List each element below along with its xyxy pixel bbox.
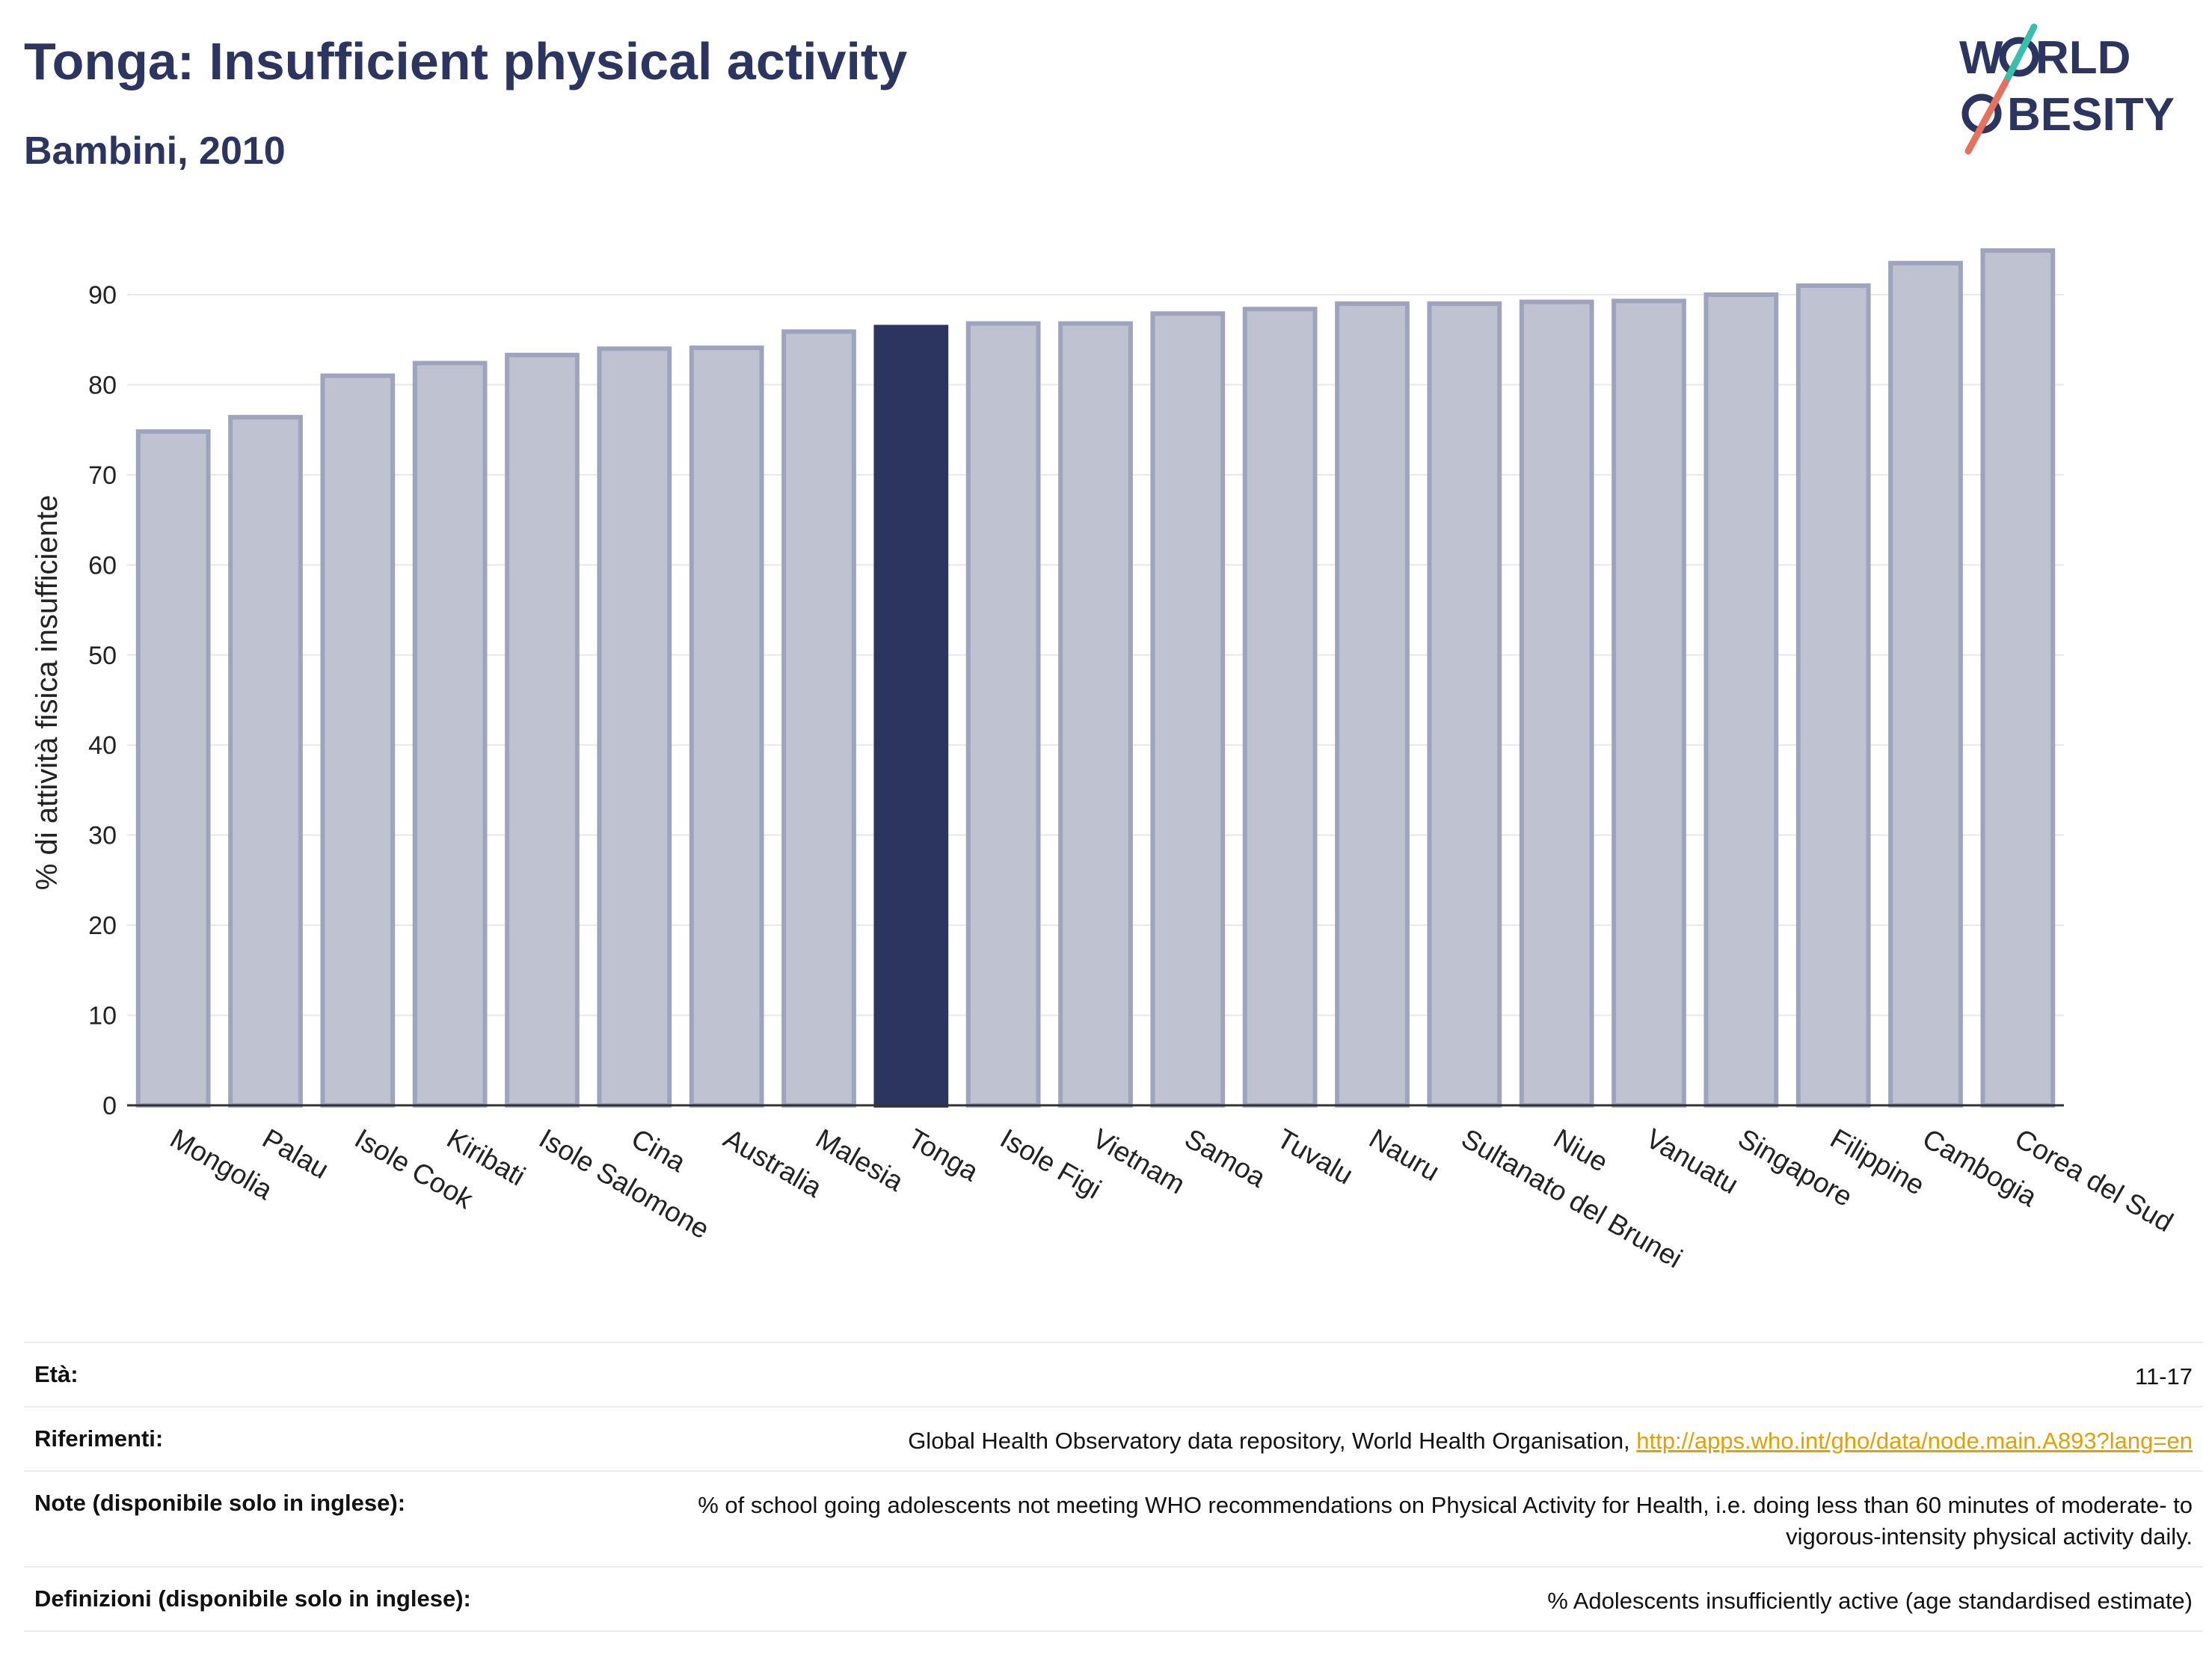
logo-text-rld: RLD [2036, 32, 2130, 84]
bar-malesia [781, 329, 856, 1108]
y-tick-label: 30 [88, 822, 117, 850]
y-tick-labels: 0 10 20 30 40 50 60 70 80 90 [88, 281, 117, 1120]
bars [135, 248, 2056, 1108]
bar-mongolia [135, 429, 211, 1108]
x-tick-label: Nauru [1364, 1123, 1445, 1187]
meta-label-age: Età: [34, 1361, 79, 1387]
meta-label-definitions: Definizioni (disponibile solo in inglese… [34, 1585, 471, 1612]
y-tick-label: 20 [88, 912, 117, 940]
reference-text: Global Health Observatory data repositor… [908, 1428, 1637, 1454]
logo-text-w: W [1959, 32, 2003, 84]
y-tick-label: 90 [88, 281, 117, 310]
bar-palau [228, 414, 303, 1108]
bar-corea-del-sud [1980, 248, 2056, 1108]
y-tick-label: 0 [102, 1092, 117, 1120]
bar-vanuatu [1612, 298, 1686, 1108]
meta-label-references: Riferimenti: [34, 1425, 164, 1452]
x-tick-label: Isole Salomone [534, 1123, 714, 1244]
x-tick-label: Isole Figi [995, 1123, 1107, 1205]
bar-isole-figi [965, 321, 1041, 1108]
meta-row-definitions: Definizioni (disponibile solo in inglese… [24, 1566, 2203, 1632]
chart-title: Tonga: Insufficient physical activity [24, 32, 908, 90]
meta-value-references: Global Health Observatory data repositor… [908, 1425, 2193, 1457]
bar-tuvalu [1242, 307, 1318, 1108]
x-tick-label: Vietnam [1087, 1123, 1190, 1200]
x-tick-label: Cina [626, 1123, 691, 1178]
bar-samoa [1150, 311, 1226, 1108]
bar-cina [597, 346, 672, 1108]
meta-value-notes: % of school going adolescents not meetin… [698, 1492, 2193, 1550]
logo-slash-bottom [1964, 79, 2009, 155]
x-tick-label: Tuvalu [1272, 1123, 1358, 1190]
meta-value-age: 11-17 [2135, 1363, 2193, 1390]
x-tick-label: Mongolia [165, 1123, 278, 1206]
y-axis-label: % di attività fisica insufficiente [31, 495, 64, 890]
x-tick-label: Samoa [1179, 1123, 1271, 1193]
bar-cambogia [1888, 260, 1963, 1108]
logo-text-besity: BESITY [2007, 89, 2175, 141]
logo-slash-top [2002, 23, 2038, 86]
logo-o-top [1999, 37, 2039, 77]
meta-row-notes: Note (disponibile solo in inglese): % of… [24, 1470, 2203, 1566]
y-tick-label: 60 [88, 551, 117, 580]
meta-row-references: Riferimenti: Global Health Observatory d… [24, 1406, 2203, 1470]
meta-value-definitions: % Adolescents insufficiently active (age… [1547, 1588, 2193, 1614]
bar-sultanato-del-brunei [1427, 301, 1502, 1108]
x-tick-label: Corea del Sud [2009, 1123, 2178, 1238]
meta-label-notes: Note (disponibile solo in inglese): [34, 1490, 406, 1516]
bar-filippine [1795, 283, 1871, 1108]
world-obesity-logo: W RLD BESITY [1959, 23, 2175, 155]
x-tick-label: Tonga [903, 1123, 983, 1187]
y-tick-label: 80 [88, 371, 117, 399]
y-tick-label: 50 [88, 642, 117, 670]
bar-tonga [873, 325, 949, 1108]
bar-kiribati [412, 360, 488, 1108]
bar-nauru [1335, 301, 1410, 1108]
bar-vietnam [1058, 321, 1133, 1108]
chart-subtitle: Bambini, 2010 [24, 129, 286, 173]
bar-singapore [1703, 292, 1779, 1108]
y-tick-label: 70 [88, 461, 117, 490]
y-tick-label: 10 [88, 1002, 117, 1031]
bar-niue [1519, 299, 1594, 1108]
x-tick-label: Vanuatu [1641, 1123, 1744, 1200]
meta-row-age: Età: 11-17 [24, 1342, 2203, 1406]
y-tick-label: 40 [88, 731, 117, 760]
x-tick-label: Malesia [811, 1123, 909, 1197]
bar-australia [689, 346, 764, 1108]
bar-isole-salomone [505, 352, 580, 1108]
x-tick-label: Australia [719, 1123, 828, 1203]
bar-isole-cook [320, 373, 396, 1108]
x-tick-label: Niue [1549, 1123, 1613, 1178]
reference-link[interactable]: http://apps.who.int/gho/data/node.main.A… [1636, 1428, 2193, 1454]
metadata-table: Età: 11-17 Riferimenti: Global Health Ob… [24, 1342, 2203, 1632]
